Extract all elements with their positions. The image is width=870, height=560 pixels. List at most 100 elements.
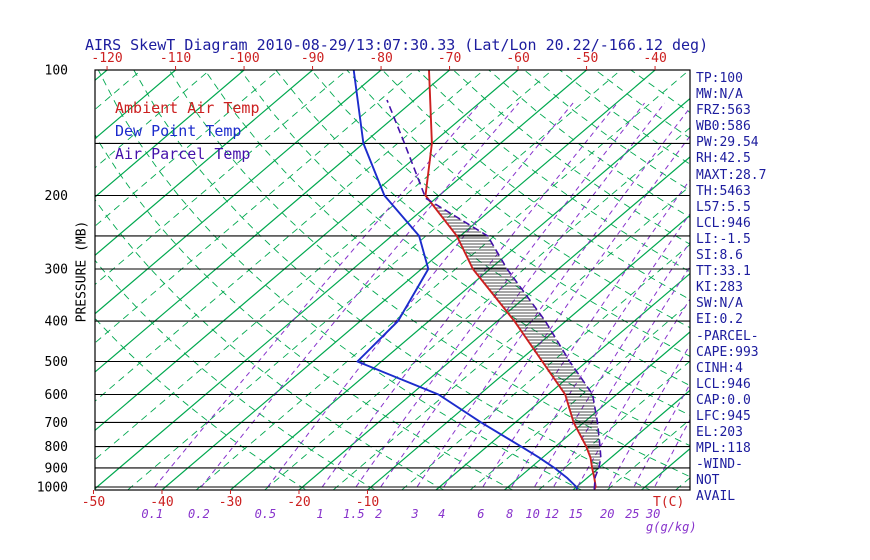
stat-line: MAXT:28.7 <box>696 167 767 183</box>
temp-tick-top: -70 <box>438 51 461 66</box>
pressure-tick-label: 300 <box>45 262 68 277</box>
pressure-axis-label: PRESSURE (MB) <box>74 220 90 323</box>
pressure-tick-label: 900 <box>45 461 68 476</box>
dry-adiabat-line <box>381 70 690 301</box>
stat-line: AVAIL <box>696 489 736 505</box>
mixing-ratio-line <box>353 102 645 490</box>
stat-line: -PARCEL- <box>696 328 759 344</box>
mixing-ratio-tick: 3 <box>410 507 418 521</box>
mixing-ratio-tick: 2 <box>375 507 382 521</box>
legend-air-parcel: Air Parcel Temp <box>115 145 251 163</box>
stat-line: MPL:118 <box>696 441 751 457</box>
stat-line: FRZ:563 <box>696 103 751 119</box>
dry-adiabat-line <box>133 70 652 490</box>
dry-adiabat-line <box>95 317 307 490</box>
stats-panel: TP:100 MW:N/A FRZ:563 WB0:586 PW:29.54 RH:42.… <box>696 71 766 506</box>
stat-line: PW:29.54 <box>696 135 759 151</box>
pressure-tick-label: 1000 <box>37 481 68 496</box>
isotherm-line <box>95 70 587 490</box>
stat-line: CAP:0.0 <box>696 392 751 408</box>
temp-tick-top: -80 <box>369 51 392 66</box>
mixing-ratio-tick: 15 <box>568 507 582 521</box>
mixing-ratio-line <box>378 102 665 490</box>
temp-tick-bottom: -40 <box>150 495 173 510</box>
dew-point-curve <box>352 70 579 490</box>
mixing-ratio-tick: 12 <box>545 507 559 521</box>
stat-line: TP:100 <box>696 71 743 86</box>
stat-line: KI:283 <box>696 280 743 296</box>
stat-line: EL:203 <box>696 425 743 441</box>
mixing-ratio-line <box>198 102 520 490</box>
isotherm-dashed <box>195 70 690 490</box>
legend-ambient-temp: Ambient Air Temp <box>115 99 260 117</box>
mixing-ratio-tick: 10 <box>525 507 539 521</box>
pressure-tick-label: 200 <box>45 189 68 204</box>
pressure-tick-label: 100 <box>45 64 68 79</box>
mixing-ratio-line <box>631 383 690 490</box>
dry-adiabat-line <box>346 70 690 329</box>
mixing-ratio-tick: 0.5 <box>255 507 277 521</box>
temp-tick-top: -100 <box>228 51 259 66</box>
isotherm-line <box>95 70 382 315</box>
mixing-ratio-tick: 1 <box>316 507 323 521</box>
pressure-tick-label: 600 <box>45 388 68 403</box>
dry-adiabat-line <box>168 70 690 478</box>
mixing-ratio-tick: 4 <box>438 507 445 521</box>
temp-tick-top: -110 <box>160 51 191 66</box>
isotherm-line <box>572 389 690 490</box>
mixing-ratio-line <box>414 106 690 490</box>
cape-hatch-area <box>430 201 601 476</box>
mixing-ratio-line <box>606 343 690 490</box>
stat-line: EI:0.2 <box>696 312 743 328</box>
pressure-tick-label: 700 <box>45 416 68 431</box>
mixing-ratio-line <box>509 212 690 490</box>
temp-tick-top: -50 <box>575 51 598 66</box>
temp-tick-top: -120 <box>91 51 122 66</box>
mixing-ratio-tick: 1.5 <box>343 507 365 521</box>
temp-tick-bottom: -20 <box>287 495 310 510</box>
stat-line: LCL:946 <box>696 215 751 231</box>
mixing-ratio-line <box>264 102 574 490</box>
parcel-temp-curve <box>386 99 602 490</box>
stat-line: LFC:945 <box>696 408 751 424</box>
temp-tick-bottom: -30 <box>219 495 242 510</box>
stat-line: -WIND- <box>696 457 743 473</box>
stat-line: SI:8.6 <box>696 248 743 264</box>
mixing-ratio-line <box>151 102 481 490</box>
stat-line: NOT <box>696 473 720 489</box>
pressure-tick-label: 500 <box>45 355 68 370</box>
isotherm-line <box>95 70 450 373</box>
mixing-ratio-tick: 30 <box>645 507 660 521</box>
isotherm-line <box>435 272 690 490</box>
isotherm-line <box>0 70 39 490</box>
isotherm-line <box>161 70 656 490</box>
temp-tick-bottom: -50 <box>82 495 105 510</box>
mixing-ratio-tick: 8 <box>506 507 513 521</box>
stat-line: CINH:4 <box>696 360 743 376</box>
isotherm-line <box>95 70 313 257</box>
isotherm-line <box>298 156 690 490</box>
mixing-ratio-tick: 6 <box>477 507 484 521</box>
isotherm-line <box>367 214 690 490</box>
temp-tick-top: -60 <box>506 51 529 66</box>
ambient-temp-curve <box>424 70 597 490</box>
isotherm-line <box>95 70 245 198</box>
grid-lines <box>0 70 690 490</box>
dry-adiabat-line <box>239 70 690 416</box>
isotherm-dashed <box>401 243 690 490</box>
mixing-ratio-line <box>480 178 690 490</box>
legend-dew-point: Dew Point Temp <box>115 122 242 140</box>
stat-line: LI:-1.5 <box>696 231 751 247</box>
stat-line: TT:33.1 <box>696 264 751 280</box>
legend: Ambient Air Temp Dew Point Temp Air Parc… <box>115 97 260 166</box>
mixing-ratio-line <box>441 135 690 490</box>
temp-tick-top: -90 <box>301 51 324 66</box>
temp-tick-bottom: -10 <box>356 495 379 510</box>
stat-line: MW:N/A <box>696 87 743 103</box>
stat-line: L57:5.5 <box>696 199 751 215</box>
temp-tick-top: -40 <box>643 51 666 66</box>
pressure-tick-label: 400 <box>45 315 68 330</box>
isotherm-line <box>95 70 519 432</box>
